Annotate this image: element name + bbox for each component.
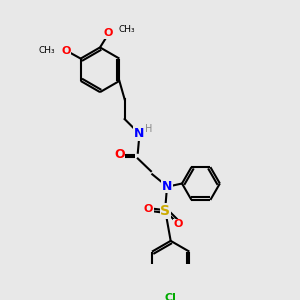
Text: CH₃: CH₃ [119,25,136,34]
Text: H: H [146,124,153,134]
Text: O: O [61,46,71,56]
Text: Cl: Cl [165,293,177,300]
Text: O: O [144,203,153,214]
Text: N: N [134,127,144,140]
Text: O: O [103,28,112,38]
Text: CH₃: CH₃ [38,46,55,55]
Text: N: N [161,180,172,193]
Text: O: O [174,219,183,229]
Text: S: S [160,204,170,218]
Text: O: O [114,148,125,161]
